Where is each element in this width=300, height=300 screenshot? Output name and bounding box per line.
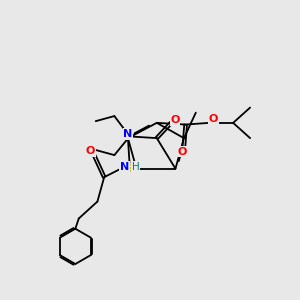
Text: N: N (120, 162, 129, 172)
Text: N: N (123, 129, 133, 139)
Text: H: H (132, 162, 140, 172)
Text: S: S (125, 164, 133, 174)
Text: O: O (209, 115, 218, 124)
Text: O: O (86, 146, 95, 156)
Text: O: O (170, 115, 180, 125)
Text: O: O (178, 147, 187, 157)
